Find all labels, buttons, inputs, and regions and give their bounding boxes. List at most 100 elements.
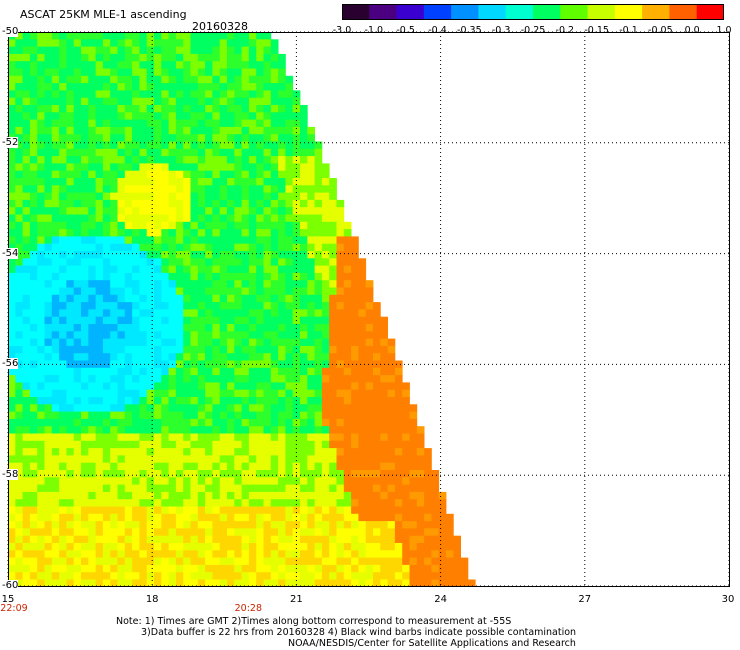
data-cell [168, 440, 177, 449]
data-cell [336, 258, 345, 266]
data-cell [300, 411, 308, 420]
data-cell [292, 462, 301, 471]
data-cell [168, 141, 177, 150]
data-cell [241, 535, 250, 544]
data-cell [380, 426, 388, 434]
data-cell [44, 105, 53, 113]
data-cell [15, 572, 23, 580]
data-cell [124, 470, 133, 478]
data-cell [168, 68, 177, 77]
data-cell [241, 477, 250, 485]
data-cell [66, 535, 75, 544]
data-cell [175, 550, 184, 558]
data-cell [146, 331, 155, 339]
data-cell [336, 440, 345, 449]
data-cell [227, 170, 235, 179]
data-cell [124, 90, 133, 99]
data-cell [329, 572, 337, 580]
data-cell [73, 221, 82, 230]
data-cell [300, 324, 308, 332]
data-cell [95, 272, 104, 281]
data-cell [8, 564, 16, 573]
data-cell [438, 491, 447, 500]
data-cell [248, 83, 257, 91]
data-cell [88, 148, 96, 157]
data-cell [139, 513, 148, 522]
data-cell [343, 236, 352, 245]
data-cell [88, 75, 96, 84]
data-cell [132, 521, 140, 529]
data-cell [110, 302, 118, 310]
data-cell [300, 243, 308, 252]
data-cell [263, 506, 272, 515]
data-cell [175, 148, 184, 157]
data-cell [154, 338, 162, 347]
data-cell [278, 426, 286, 434]
data-cell [190, 294, 199, 303]
data-cell [44, 499, 53, 507]
data-cell [256, 126, 264, 135]
data-cell [73, 499, 82, 507]
data-cell [256, 97, 264, 106]
data-cell [314, 521, 323, 529]
data-cell [37, 521, 45, 529]
data-cell [88, 484, 96, 493]
data-cell [190, 426, 199, 434]
data-cell [234, 141, 242, 150]
data-cell [154, 433, 162, 442]
data-cell [29, 477, 38, 485]
data-cell [175, 221, 184, 230]
data-cell [95, 513, 104, 522]
data-cell [37, 572, 45, 580]
data-cell [358, 499, 367, 507]
data-cell [59, 39, 67, 47]
data-cell [278, 448, 286, 456]
data-cell [8, 207, 16, 215]
data-cell [263, 418, 272, 427]
data-cell [81, 579, 89, 586]
data-cell [95, 382, 104, 391]
data-cell [88, 338, 96, 347]
data-cell [351, 258, 359, 266]
data-cell [256, 221, 264, 230]
data-cell [59, 221, 67, 230]
data-cell [394, 382, 403, 391]
data-cell [51, 543, 60, 551]
data-cell [37, 404, 45, 412]
data-cell [329, 477, 337, 485]
data-cell [263, 484, 272, 493]
data-cell [212, 75, 221, 84]
data-cell [409, 557, 418, 566]
data-cell [8, 491, 16, 500]
data-cell [124, 294, 133, 303]
data-cell [190, 83, 199, 91]
data-cell [263, 433, 272, 442]
data-cell [234, 382, 242, 391]
data-cell [37, 119, 45, 128]
data-cell [73, 251, 82, 259]
data-cell [81, 236, 89, 245]
data-cell [117, 148, 126, 157]
data-cell [285, 448, 294, 456]
data-cell [241, 272, 250, 281]
data-cell [161, 178, 169, 186]
data-cell [402, 433, 410, 442]
data-cell [161, 61, 169, 69]
data-cell [402, 411, 410, 420]
data-cell [292, 513, 301, 522]
data-cell [51, 404, 60, 412]
data-cell [205, 528, 213, 537]
data-cell [15, 170, 23, 179]
data-cell [248, 309, 257, 318]
data-cell [110, 426, 118, 434]
data-cell [168, 353, 177, 361]
data-cell [234, 448, 242, 456]
data-cell [37, 440, 45, 449]
data-cell [358, 543, 367, 551]
data-cell [81, 411, 89, 420]
data-cell [278, 243, 286, 252]
data-cell [110, 309, 118, 318]
data-cell [110, 243, 118, 252]
data-cell [387, 433, 396, 442]
data-cell [205, 265, 213, 274]
